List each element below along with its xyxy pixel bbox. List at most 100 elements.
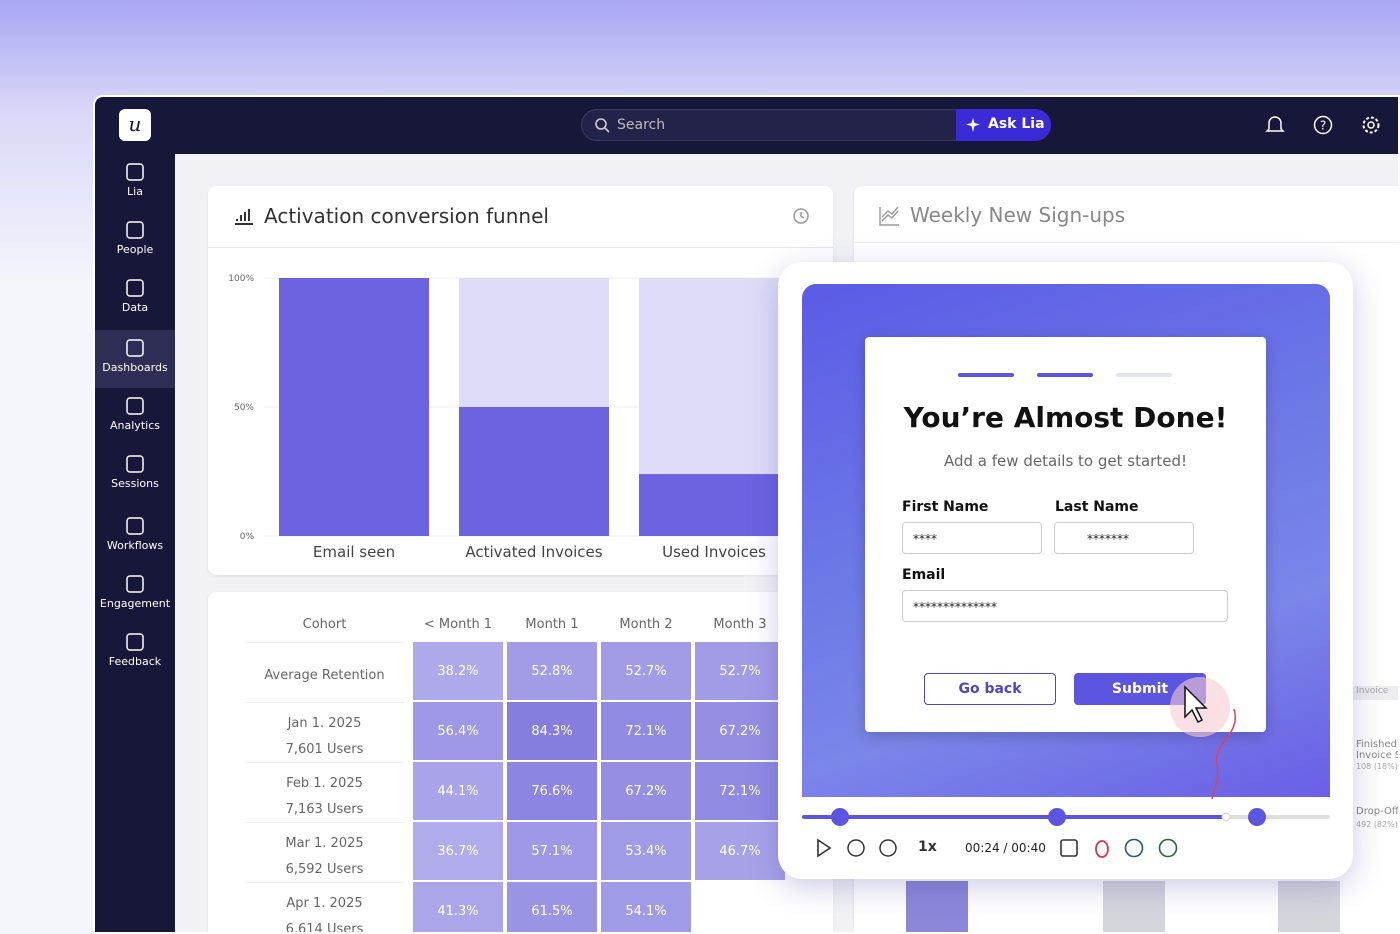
y-tick-label: 0% bbox=[240, 532, 255, 542]
nav-item[interactable]: Analytics bbox=[95, 388, 175, 446]
nav-item[interactable]: People bbox=[95, 212, 175, 270]
go-back-button[interactable]: Go back bbox=[924, 673, 1056, 705]
retention-cell: 76.6% bbox=[507, 762, 597, 820]
ask-lia-label: Ask Lia bbox=[988, 116, 1045, 132]
nav-label: Lia bbox=[127, 185, 143, 198]
retention-cell: 84.3% bbox=[507, 702, 597, 760]
nav-icon bbox=[126, 455, 144, 473]
retention-card: Cohort < Month 1 Month 1 Month 2 Month 3 Aver… bbox=[208, 592, 833, 934]
retention-cell: 67.2% bbox=[601, 762, 691, 820]
retention-cell: 52.8% bbox=[507, 642, 597, 700]
stage-count: 108 (18%) bbox=[1356, 762, 1398, 771]
column-header: < Month 1 bbox=[423, 617, 493, 632]
nav-label: Dashboards bbox=[102, 361, 168, 374]
funnel-title: Activation conversion funnel bbox=[264, 204, 549, 228]
field-label: Email bbox=[902, 567, 946, 583]
nav-icon bbox=[126, 633, 144, 651]
column-header: Month 3 bbox=[713, 617, 767, 632]
retention-cell: 46.7% bbox=[695, 822, 785, 880]
nav-icon bbox=[126, 339, 144, 357]
search-icon bbox=[595, 118, 610, 133]
retention-cell: 61.5% bbox=[507, 882, 597, 932]
step-indicator bbox=[1116, 373, 1172, 377]
nav-item[interactable]: Data bbox=[95, 270, 175, 328]
nav-item[interactable]: Workflows bbox=[95, 508, 175, 566]
search-placeholder: Search bbox=[617, 117, 666, 133]
sidebar: Lia People Data Dashboards Analytics Sessions… bbox=[95, 154, 175, 932]
retention-cell: 36.7% bbox=[413, 822, 503, 880]
funnel-chart: 0% 50% 100% Email seen Activated Invoices Use… bbox=[228, 274, 833, 561]
stage-count: 492 (82%) bbox=[1356, 820, 1398, 829]
background-bar bbox=[1278, 881, 1340, 932]
column-header: Month 2 bbox=[619, 617, 673, 632]
settings-icon[interactable] bbox=[1361, 115, 1381, 135]
signup-form: You’re Almost Done! Add a few details to… bbox=[865, 337, 1266, 737]
timeline[interactable] bbox=[802, 807, 1330, 827]
cohort-users: 6,592 Users bbox=[285, 862, 364, 877]
line-chart-icon bbox=[879, 206, 899, 226]
cohort-name: Jan 1. 2025 bbox=[287, 716, 362, 731]
replay-screen: You’re Almost Done! Add a few details to… bbox=[802, 284, 1330, 799]
nav-item[interactable]: Lia bbox=[95, 154, 175, 212]
cohort-cell: Apr 1. 2025 6,614 Users bbox=[245, 882, 404, 934]
help-icon[interactable]: ? bbox=[1313, 115, 1333, 135]
nav-label: Workflows bbox=[106, 539, 164, 552]
history-icon[interactable] bbox=[792, 207, 810, 225]
ask-lia-button[interactable]: Ask Lia bbox=[956, 109, 1051, 141]
nav-label: Engagement bbox=[99, 597, 171, 610]
nav-item[interactable]: Feedback bbox=[95, 624, 175, 682]
cursor bbox=[1170, 677, 1230, 737]
cohort-name: Apr 1. 2025 bbox=[286, 896, 363, 911]
nav-icon bbox=[126, 279, 144, 297]
bell-icon[interactable] bbox=[1265, 115, 1285, 135]
nav-icon bbox=[126, 221, 144, 239]
first-name-input[interactable]: **** bbox=[902, 522, 1042, 554]
retention-cell: 67.2% bbox=[695, 702, 785, 760]
playback-speed[interactable]: 1x bbox=[918, 839, 937, 855]
nav-icon bbox=[126, 575, 144, 593]
retention-cell: 56.4% bbox=[413, 702, 503, 760]
divider bbox=[854, 242, 1398, 243]
retention-cell: 52.7% bbox=[695, 642, 785, 700]
cohort-users: 6,614 Users bbox=[285, 922, 364, 934]
last-name-input[interactable]: ******* bbox=[1054, 522, 1194, 554]
email-input[interactable]: ************** bbox=[902, 590, 1228, 622]
funnel-icon bbox=[235, 209, 253, 225]
retention-cell: 41.3% bbox=[413, 882, 503, 932]
nav-item[interactable]: Sessions bbox=[95, 446, 175, 504]
cohort-cell: Mar 1. 2025 6,592 Users bbox=[245, 822, 404, 880]
step-indicator bbox=[1037, 373, 1093, 377]
retention-cell: 57.1% bbox=[507, 822, 597, 880]
bar bbox=[279, 278, 429, 536]
retention-cell: 38.2% bbox=[413, 642, 503, 700]
retention-cell: 72.1% bbox=[601, 702, 691, 760]
funnel-card: Activation conversion funnel 0% 50% 100% Em… bbox=[208, 186, 833, 575]
form-subtitle: Add a few details to get started! bbox=[944, 452, 1187, 470]
field-label: Last Name bbox=[1055, 499, 1139, 515]
column-header: Month 1 bbox=[525, 617, 579, 632]
x-tick-label: Email seen bbox=[313, 543, 395, 561]
form-title: You’re Almost Done! bbox=[903, 401, 1228, 434]
cohort-name: Mar 1. 2025 bbox=[285, 836, 364, 851]
retention-cell: 44.1% bbox=[413, 762, 503, 820]
nav-icon bbox=[126, 397, 144, 415]
bar bbox=[639, 474, 789, 536]
stage-label: Drop-Off bbox=[1356, 806, 1399, 817]
step-indicator bbox=[958, 373, 1014, 377]
logo[interactable]: u bbox=[119, 109, 151, 141]
divider bbox=[208, 247, 833, 248]
nav-label: Feedback bbox=[108, 655, 162, 668]
nav-icon bbox=[126, 163, 144, 181]
cohort-users: 7,601 Users bbox=[285, 742, 364, 757]
nav-item[interactable]: Dashboards bbox=[95, 330, 175, 388]
playback-buttons[interactable] bbox=[814, 836, 934, 860]
sparkle-icon bbox=[966, 118, 980, 132]
search-box[interactable]: Search Ask Lia bbox=[581, 109, 1051, 141]
background-bar bbox=[1103, 881, 1165, 932]
x-tick-label: Activated Invoices bbox=[465, 543, 602, 561]
top-bar: u Search Ask Lia ? bbox=[95, 97, 1398, 154]
replay-tools[interactable] bbox=[1058, 836, 1178, 860]
nav-item[interactable]: Engagement bbox=[95, 566, 175, 624]
cohort-cell: Jan 1. 2025 7,601 Users bbox=[245, 702, 404, 760]
cohort-name: Average Retention bbox=[264, 668, 385, 683]
